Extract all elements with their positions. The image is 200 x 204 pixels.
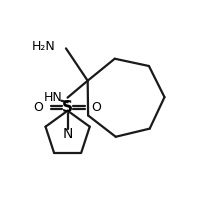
Text: N: N (62, 127, 73, 141)
Text: S: S (62, 100, 73, 115)
Text: H₂N: H₂N (31, 40, 55, 53)
Text: O: O (92, 101, 102, 114)
Text: O: O (34, 101, 44, 114)
Text: HN: HN (44, 91, 63, 104)
